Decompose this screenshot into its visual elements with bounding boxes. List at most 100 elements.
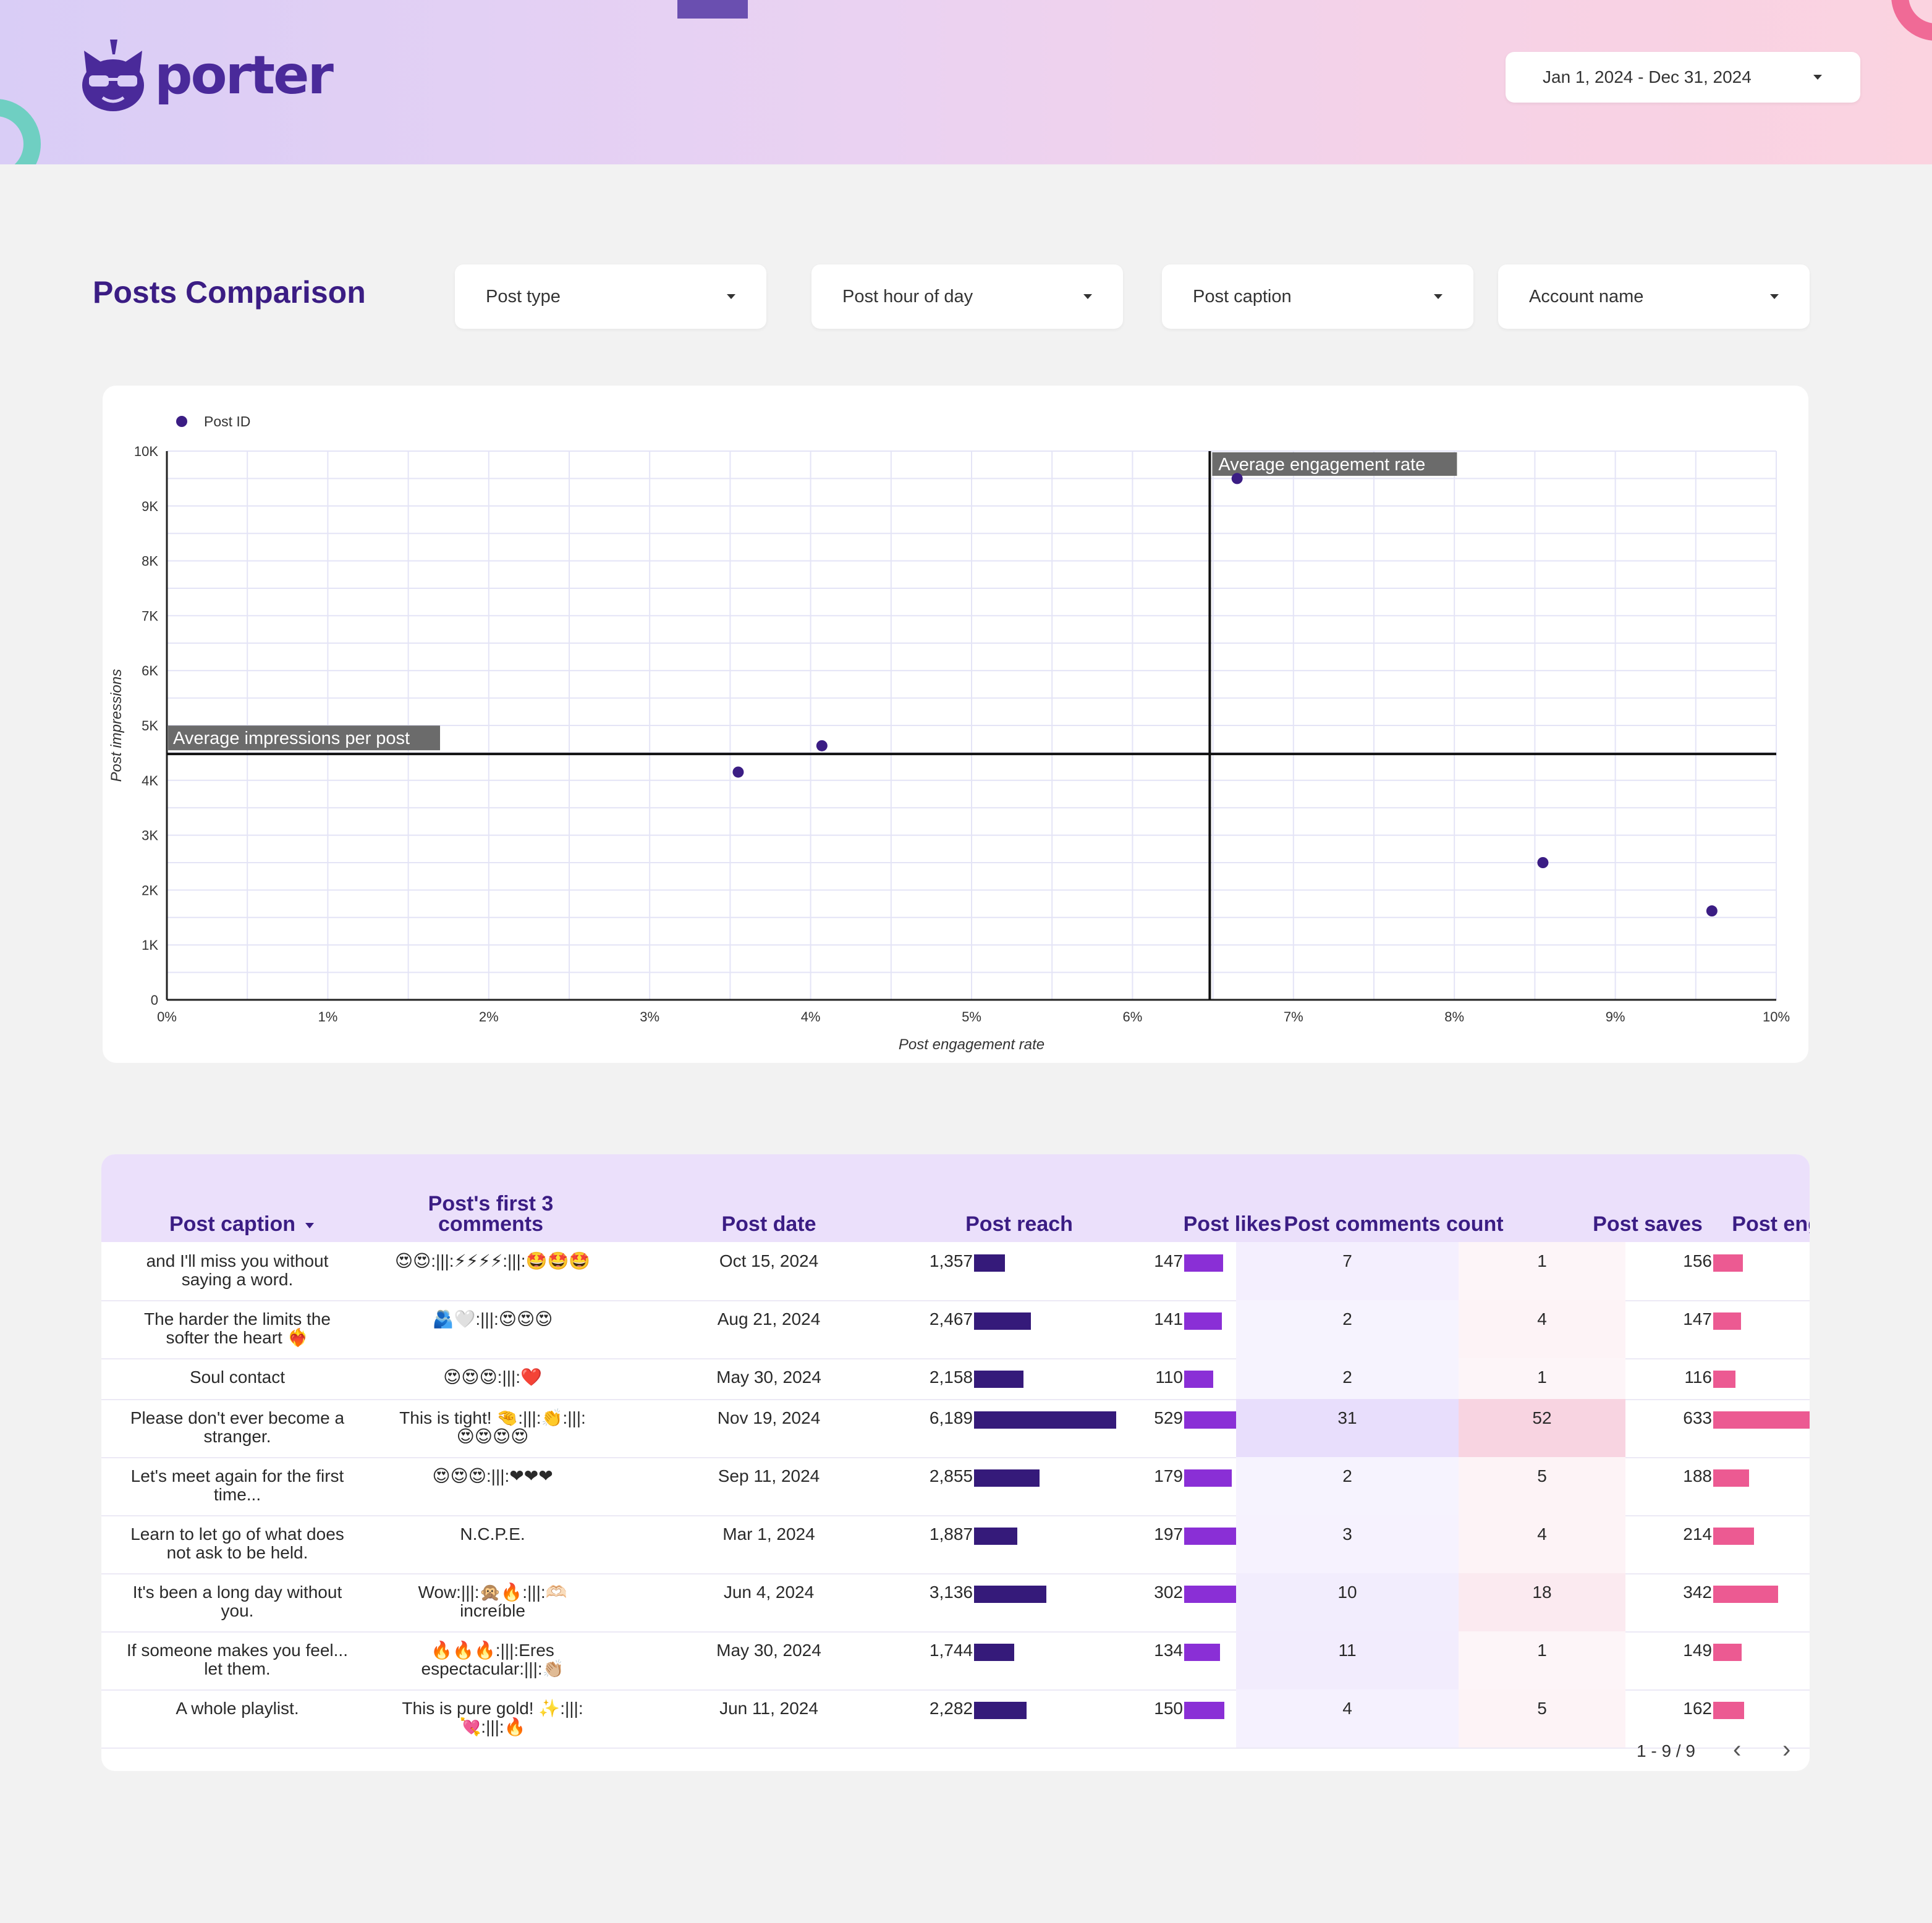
y-axis-title: Post impressions	[108, 669, 125, 782]
porter-logo: porter	[78, 37, 334, 114]
cell-first-comments: 😍😍😍:|||:❤❤❤	[386, 1457, 600, 1515]
cell-post-saves: 4	[1459, 1300, 1625, 1358]
cell-post-reach-value: 2,855	[929, 1466, 973, 1486]
cell-comments-count-text: 2	[1342, 1309, 1352, 1329]
cell-caption: Please don't ever become a stranger.	[114, 1399, 361, 1457]
scatter-point	[1231, 473, 1243, 484]
filter-post-type[interactable]: Post type	[455, 264, 766, 329]
x-tick-label: 10%	[1763, 1009, 1790, 1025]
th-comments-count[interactable]: Post comments count	[1236, 1154, 1551, 1242]
cell-first-comments: 😍😍:|||:⚡⚡⚡⚡:|||:🤩🤩🤩	[386, 1242, 600, 1300]
cell-caption-text: If someone makes you feel... let them.	[127, 1641, 348, 1678]
table-row[interactable]: and I'll miss you without saying a word.…	[101, 1242, 1810, 1301]
cell-comments-count-text: 2	[1342, 1367, 1352, 1387]
cell-first-comments-text: 🫂🤍:|||:😍😍😍	[432, 1309, 553, 1329]
th-first-comments[interactable]: Post's first 3 comments	[386, 1154, 596, 1242]
cell-post-date-text: Sep 11, 2024	[718, 1466, 820, 1486]
cell-post-reach-bar	[974, 1411, 1116, 1429]
y-tick-label: 10K	[134, 444, 158, 459]
scatter-chart: 0% 1% 2% 3% 4% 5% 6% 7% 8% 9% 10% 0 1K 2K 3K 4K 5K 6K 7K 8K…	[108, 413, 1790, 1053]
cell-post-reach-value: 1,887	[929, 1524, 973, 1544]
cell-caption: If someone makes you feel... let them.	[114, 1631, 361, 1689]
cell-post-saves: 52	[1459, 1399, 1625, 1457]
cell-post-date: May 30, 2024	[695, 1631, 843, 1689]
cell-post-reach-value: 6,189	[929, 1408, 973, 1427]
date-range-picker[interactable]: Jan 1, 2024 - Dec 31, 2024	[1506, 52, 1860, 103]
table-row[interactable]: The harder the limits the softer the hea…	[101, 1300, 1810, 1359]
legend-label: Post ID	[204, 413, 250, 429]
table-row[interactable]: Soul contact 😍😍😍:|||:❤️ May 30, 2024 2,158 1…	[101, 1358, 1810, 1400]
y-tick-label: 5K	[142, 718, 158, 733]
logo-wordmark: porter	[155, 44, 334, 106]
th-post-date[interactable]: Post date	[695, 1154, 843, 1242]
cell-post-engagement: 156	[1625, 1242, 1810, 1300]
cell-post-engagement: 116	[1625, 1358, 1810, 1399]
table-row[interactable]: If someone makes you feel... let them. 🔥🔥…	[101, 1631, 1810, 1691]
filter-post-hour[interactable]: Post hour of day	[811, 264, 1123, 329]
sort-descending-icon[interactable]	[305, 1223, 315, 1228]
table-row[interactable]: Learn to let go of what does not ask to …	[101, 1515, 1810, 1574]
cell-caption: It's been a long day without you.	[114, 1573, 361, 1631]
scatter-chart-card: 0% 1% 2% 3% 4% 5% 6% 7% 8% 9% 10% 0 1K 2K 3K 4K 5K 6K 7K 8K…	[103, 386, 1808, 1063]
y-tick-label: 2K	[142, 882, 158, 898]
cell-post-saves-text: 5	[1537, 1466, 1547, 1486]
pagination-label: 1 - 9 / 9	[1637, 1741, 1695, 1760]
cell-post-likes-bar	[1184, 1312, 1222, 1330]
filter-post-caption[interactable]: Post caption	[1162, 264, 1473, 329]
cell-post-date: Mar 1, 2024	[695, 1515, 843, 1573]
cell-post-reach-bar	[974, 1702, 1027, 1719]
cell-post-likes-bar	[1184, 1469, 1232, 1487]
cell-post-reach: 1,887	[874, 1515, 1121, 1573]
scatter-point	[816, 740, 828, 751]
table-row[interactable]: Please don't ever become a stranger. This…	[101, 1399, 1810, 1458]
chevron-down-icon	[1434, 294, 1443, 299]
cell-post-engagement: 633	[1625, 1399, 1810, 1457]
cell-post-reach-bar	[974, 1371, 1023, 1388]
th-post-likes[interactable]: Post likes	[1103, 1154, 1362, 1242]
cell-post-likes-bar	[1184, 1254, 1223, 1272]
table-row[interactable]: A whole playlist. This is pure gold! ✨:||…	[101, 1689, 1810, 1749]
cell-post-saves: 5	[1459, 1457, 1625, 1515]
cell-post-saves-text: 52	[1532, 1408, 1552, 1427]
table-header: Post caption Post's first 3 comments Post …	[101, 1154, 1810, 1242]
cell-post-engagement: 342	[1625, 1573, 1810, 1631]
table-row[interactable]: Let's meet again for the first time... 😍😍…	[101, 1457, 1810, 1516]
cell-post-engagement-bar	[1713, 1528, 1754, 1545]
cell-post-saves-text: 1	[1537, 1251, 1547, 1270]
page-title: Posts Comparison	[93, 275, 366, 310]
cell-post-saves-text: 5	[1537, 1699, 1547, 1718]
table-row[interactable]: It's been a long day without you. Wow:|||…	[101, 1573, 1810, 1633]
next-page-icon[interactable]: ›	[1782, 1736, 1791, 1763]
cell-first-comments-text: Wow:|||:🙊🔥:|||:🫶🏻increíble	[418, 1583, 567, 1620]
cell-post-likes-value: 141	[1154, 1309, 1183, 1329]
column-label: Post reach	[965, 1212, 1073, 1236]
y-tick-label: 9K	[142, 499, 158, 514]
cell-comments-count: 3	[1236, 1515, 1459, 1573]
th-post-caption[interactable]: Post caption	[101, 1154, 382, 1242]
cell-post-reach: 6,189	[874, 1399, 1121, 1457]
cell-post-reach-value: 1,744	[929, 1641, 973, 1660]
th-post-reach[interactable]: Post reach	[899, 1154, 1140, 1242]
column-label: Post engagement	[1732, 1212, 1810, 1236]
cell-post-date-text: Mar 1, 2024	[722, 1524, 815, 1544]
cell-post-reach: 3,136	[874, 1573, 1121, 1631]
column-label: Post saves	[1593, 1212, 1703, 1236]
cell-post-saves: 5	[1459, 1689, 1625, 1748]
cell-post-engagement-value: 342	[1683, 1583, 1712, 1602]
cell-first-comments-text: 🔥🔥🔥:|||:Eres espectacular:|||:👏🏼	[421, 1641, 564, 1678]
cell-comments-count: 10	[1236, 1573, 1459, 1631]
cell-post-saves: 1	[1459, 1631, 1625, 1689]
th-post-engagement[interactable]: Post engagement	[1702, 1154, 1810, 1242]
cell-post-engagement-bar	[1713, 1586, 1778, 1603]
cell-post-date: Jun 11, 2024	[695, 1689, 843, 1748]
cell-comments-count-text: 11	[1338, 1641, 1357, 1660]
cell-caption-text: and I'll miss you without saying a word.	[146, 1251, 329, 1289]
cell-post-reach-value: 3,136	[929, 1583, 973, 1602]
th-post-saves[interactable]: Post saves	[1543, 1154, 1753, 1242]
cell-post-likes-value: 179	[1154, 1466, 1183, 1486]
cell-first-comments-text: 😍😍:|||:⚡⚡⚡⚡:|||:🤩🤩🤩	[394, 1251, 591, 1270]
filter-account-name[interactable]: Account name	[1498, 264, 1810, 329]
cell-post-likes-value: 147	[1154, 1251, 1183, 1270]
posts-table: Post caption Post's first 3 comments Post …	[101, 1154, 1810, 1771]
previous-page-icon[interactable]: ‹	[1733, 1736, 1742, 1763]
